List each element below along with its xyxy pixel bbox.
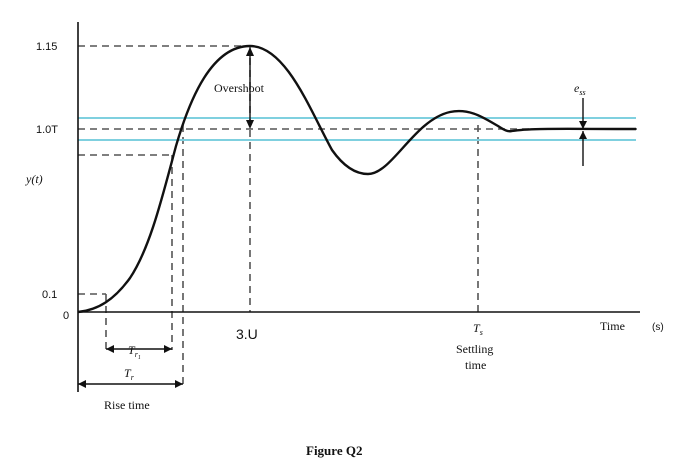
tr1-arrow-right [164,345,172,353]
y-tick-1.15: 1.15 [36,41,57,53]
ts-label-sub: s [480,328,483,337]
y-tick-1.0: 1.0T [36,124,58,136]
tr-label-sub: r [131,373,135,382]
step-response-curve [77,44,637,314]
ts-label-main: T [473,321,481,335]
rise-time-label: Rise time [104,398,150,412]
ess-label: ess [574,81,586,97]
settling-time-label-line1: Settling [456,342,493,356]
ess-label-sub: ss [579,88,585,97]
tr-arrow-left [78,380,86,388]
settling-time-label-line2: time [465,358,486,372]
tr1-label-sub: r [135,350,139,359]
tr-label-main: T [124,366,132,380]
ts-label: Ts [473,321,483,337]
y-tick-0: 0 [63,310,69,322]
ess-arrow-head-lower [579,131,587,139]
ess-label-main: e [574,81,580,95]
y-tick-0.1: 0.1 [42,289,57,301]
tr1-label: Tr1 [128,343,141,361]
overshoot-arrow-head-up [246,47,254,56]
tr1-label-subsub: 1 [138,355,141,361]
ess-arrow-head-upper [579,121,587,129]
y-axis-label: y(t) [25,172,43,186]
x-axis-label: Time [600,319,625,333]
tr1-arrow-left [106,345,114,353]
tr-label: Tr [124,366,135,382]
overshoot-arrow-head-down [246,120,254,129]
figure-caption: Figure Q2 [306,443,362,458]
peak-time-label: 3.U [236,326,258,342]
x-axis-unit: (s) [652,322,664,333]
tr-arrow-right [175,380,183,388]
overshoot-label: Overshoot [214,81,265,95]
tr1-label-main: T [128,343,136,357]
